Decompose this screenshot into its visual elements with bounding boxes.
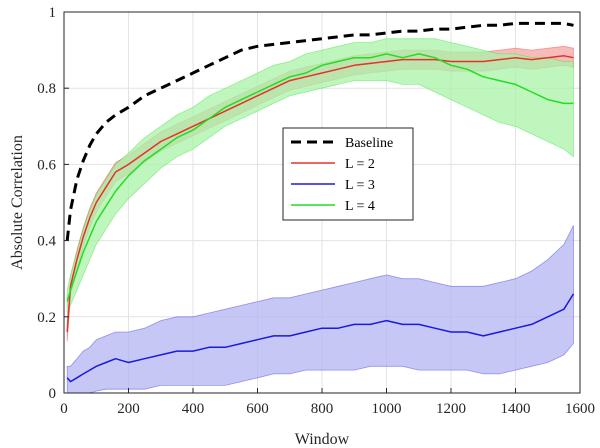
series-lines bbox=[65, 21, 575, 383]
y-tick-label: 1 bbox=[49, 5, 57, 21]
x-tick-label: 800 bbox=[311, 401, 334, 417]
legend-label-l-4: L = 4 bbox=[345, 199, 375, 214]
legend: Baseline L = 2 L = 3 L = 4 bbox=[282, 127, 414, 221]
legend-label-l-3: L = 3 bbox=[345, 178, 375, 193]
legend-label-baseline: Baseline bbox=[345, 136, 393, 151]
y-axis-label: Absolute Correlation bbox=[9, 135, 26, 270]
y-tick-label: 0.2 bbox=[37, 310, 56, 326]
x-tick-label: 1200 bbox=[436, 401, 466, 417]
y-tick-label: 0.4 bbox=[37, 234, 56, 250]
x-tick-label: 400 bbox=[182, 401, 205, 417]
legend-label-l-2: L = 2 bbox=[345, 157, 375, 172]
series-l-3 bbox=[66, 293, 575, 383]
band-l-4 bbox=[66, 38, 574, 314]
x-tick-label: 200 bbox=[117, 401, 140, 417]
series-baseline bbox=[65, 21, 574, 241]
y-tick-label: 0 bbox=[49, 386, 57, 402]
band-l-3 bbox=[66, 225, 574, 394]
x-tick-label: 600 bbox=[246, 401, 269, 417]
y-tick-label: 0.8 bbox=[37, 81, 56, 97]
x-axis-label: Window bbox=[295, 431, 350, 448]
axis-ticks: 0 200 400 600 800 1000 1200 1400 1600 0 0.2 0.4 0.6 0… bbox=[37, 5, 595, 417]
x-tick-label: 1400 bbox=[501, 401, 531, 417]
x-tick-label: 0 bbox=[60, 401, 68, 417]
x-tick-label: 1000 bbox=[372, 401, 402, 417]
x-tick-label: 1600 bbox=[565, 401, 595, 417]
series-l-2 bbox=[66, 55, 574, 333]
series-l-4 bbox=[66, 53, 574, 302]
y-tick-label: 0.6 bbox=[37, 157, 56, 173]
